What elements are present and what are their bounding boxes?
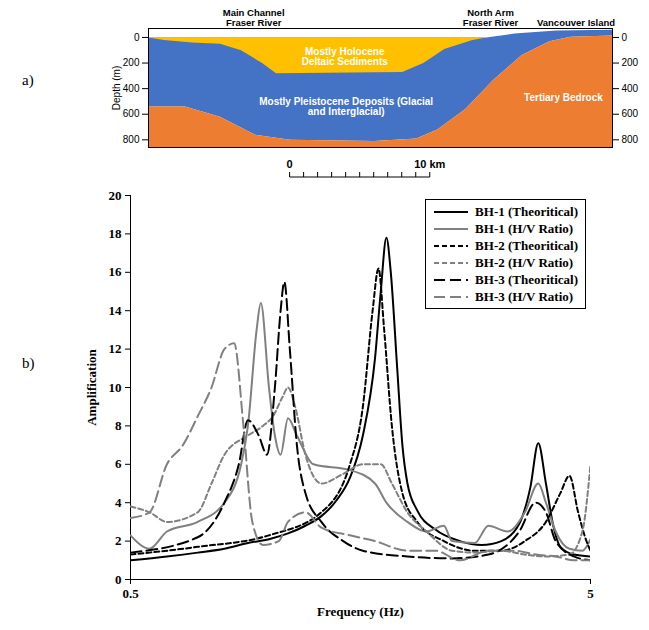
- svg-text:2: 2: [115, 533, 122, 548]
- html-text:BH-3 (Theoritical): BH-3 (Theoritical): [475, 271, 578, 287]
- html-text:BH-1 (Theoritical): BH-1 (Theoritical): [475, 203, 578, 219]
- svg-text:North ArmFraser River: North ArmFraser River: [463, 7, 519, 28]
- svg-text:Vancouver Island: Vancouver Island: [537, 17, 615, 28]
- svg-text:16: 16: [109, 264, 123, 279]
- svg-text:Mostly Pleistocene Deposits (G: Mostly Pleistocene Deposits (Glacialand …: [259, 96, 433, 117]
- svg-text:0: 0: [622, 32, 628, 43]
- svg-text:Depth (m): Depth (m): [111, 66, 122, 110]
- svg-text:20: 20: [109, 188, 122, 203]
- svg-text:4: 4: [115, 495, 122, 510]
- svg-text:0: 0: [134, 32, 140, 43]
- svg-text:Amplification: Amplification: [84, 348, 99, 425]
- svg-text:14: 14: [109, 303, 123, 318]
- svg-text:5: 5: [587, 586, 594, 601]
- svg-text:12: 12: [109, 341, 122, 356]
- svg-text:Mostly HoloceneDeltaic Sedimen: Mostly HoloceneDeltaic Sediments: [302, 46, 389, 67]
- svg-text:6: 6: [115, 456, 122, 471]
- svg-text:200: 200: [123, 57, 140, 68]
- html-text:BH-3 (H/V Ratio): BH-3 (H/V Ratio): [475, 288, 574, 304]
- svg-text:0.5: 0.5: [122, 586, 139, 601]
- svg-text:800: 800: [622, 134, 639, 145]
- svg-text:400: 400: [123, 83, 140, 94]
- svg-text:0: 0: [287, 158, 293, 170]
- svg-text:10: 10: [109, 380, 122, 395]
- html-text:b): b): [22, 355, 35, 371]
- svg-text:200: 200: [622, 57, 639, 68]
- svg-text:10 km: 10 km: [414, 158, 445, 170]
- svg-text:Main ChannelFraser River: Main ChannelFraser River: [223, 7, 285, 28]
- svg-text:400: 400: [622, 83, 639, 94]
- html-text:a): a): [22, 72, 34, 88]
- svg-text:0: 0: [115, 572, 122, 587]
- svg-text:Tertiary Bedrock: Tertiary Bedrock: [524, 92, 603, 103]
- svg-text:18: 18: [109, 226, 123, 241]
- svg-text:600: 600: [123, 108, 140, 119]
- html-text:BH-2 (H/V Ratio): BH-2 (H/V Ratio): [475, 254, 574, 270]
- svg-text:600: 600: [622, 108, 639, 119]
- svg-text:800: 800: [123, 134, 140, 145]
- svg-text:8: 8: [115, 418, 122, 433]
- html-text:BH-1 (H/V Ratio): BH-1 (H/V Ratio): [475, 220, 574, 236]
- svg-text:Frequency (Hz): Frequency (Hz): [317, 604, 404, 619]
- html-text:BH-2 (Theoritical): BH-2 (Theoritical): [475, 237, 578, 253]
